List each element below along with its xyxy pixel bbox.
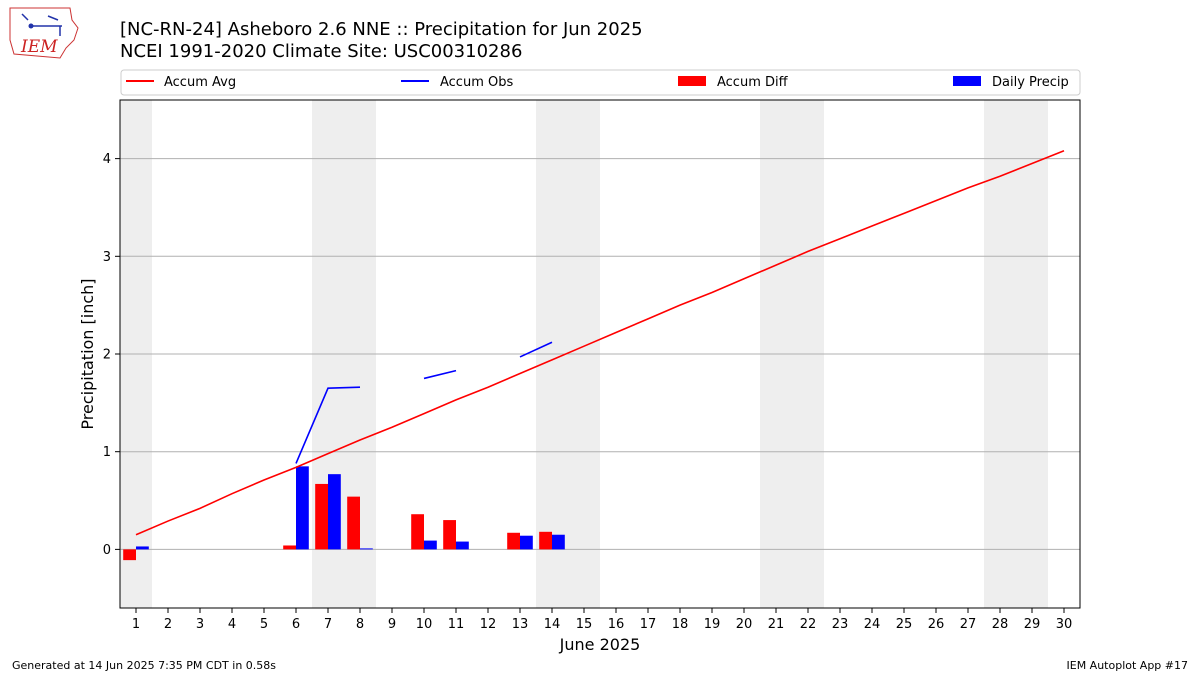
x-tick-label: 5 xyxy=(260,617,268,632)
chart-subtitle: NCEI 1991-2020 Climate Site: USC00310286 xyxy=(120,41,522,62)
x-tick-label: 17 xyxy=(640,617,657,632)
x-tick-label: 2 xyxy=(164,617,172,632)
gridlines xyxy=(120,158,1080,550)
legend-swatch-accum-diff xyxy=(678,76,706,86)
x-tick-label: 4 xyxy=(228,617,236,632)
x-axis-ticks: 1 2 3 4 5 6 7 8 9 10 11 12 13 14 15 16 17 18 19 20 21 22 23 24 2… xyxy=(132,608,1072,632)
x-tick-label: 18 xyxy=(672,617,689,632)
legend-label-daily-precip: Daily Precip xyxy=(992,75,1069,90)
accum-diff-bar xyxy=(539,531,552,550)
daily-precip-bar xyxy=(296,466,309,550)
x-tick-label: 10 xyxy=(416,617,433,632)
x-tick-label: 1 xyxy=(132,617,140,632)
legend-label-accum-avg: Accum Avg xyxy=(164,75,236,90)
accum-obs-line xyxy=(519,341,553,358)
accum-obs-line xyxy=(423,369,457,380)
x-tick-label: 26 xyxy=(928,617,945,632)
x-tick-label: 20 xyxy=(736,617,753,632)
x-tick-label: 7 xyxy=(324,617,332,632)
daily-precip-bar xyxy=(360,548,373,550)
x-tick-label: 19 xyxy=(704,617,721,632)
x-tick-label: 8 xyxy=(356,617,364,632)
x-tick-label: 25 xyxy=(896,617,913,632)
x-tick-label: 24 xyxy=(864,617,881,632)
accum-diff-bar xyxy=(507,532,520,550)
legend-swatch-daily-precip xyxy=(953,76,981,86)
daily-precip-bar xyxy=(424,540,437,550)
footer-app: IEM Autoplot App #17 xyxy=(1067,659,1189,672)
y-axis-label: Precipitation [inch] xyxy=(78,278,97,429)
accum-diff-bar xyxy=(347,496,360,550)
x-tick-label: 28 xyxy=(992,617,1009,632)
y-axis-ticks: 0 1 2 3 4 xyxy=(103,152,120,558)
accum-diff-bar xyxy=(283,545,296,550)
x-tick-label: 14 xyxy=(544,617,561,632)
x-tick-label: 15 xyxy=(576,617,593,632)
legend: Accum Avg Accum Obs Accum Diff Daily Pre… xyxy=(120,69,1081,96)
bars xyxy=(123,466,565,561)
x-tick-label: 3 xyxy=(196,617,204,632)
x-tick-label: 29 xyxy=(1024,617,1041,632)
chart-title: [NC-RN-24] Asheboro 2.6 NNE :: Precipita… xyxy=(120,19,643,40)
daily-precip-bar xyxy=(136,546,149,550)
y-tick-label: 3 xyxy=(103,250,111,265)
y-tick-label: 1 xyxy=(103,445,111,460)
iem-logo: IEM xyxy=(9,7,79,59)
y-tick-label: 0 xyxy=(103,543,111,558)
x-axis-label: June 2025 xyxy=(559,635,641,654)
x-tick-label: 9 xyxy=(388,617,396,632)
iem-logo-text: IEM xyxy=(20,37,58,57)
x-tick-label: 22 xyxy=(800,617,817,632)
daily-precip-bar xyxy=(328,474,341,550)
x-tick-label: 23 xyxy=(832,617,849,632)
legend-box xyxy=(120,69,1081,96)
x-tick-label: 30 xyxy=(1056,617,1073,632)
y-tick-label: 2 xyxy=(103,348,111,363)
daily-precip-bar xyxy=(456,541,469,550)
accum-avg-line xyxy=(135,150,1065,536)
daily-precip-bar xyxy=(520,535,533,550)
legend-label-accum-diff: Accum Diff xyxy=(717,75,789,90)
x-tick-label: 12 xyxy=(480,617,497,632)
x-tick-label: 6 xyxy=(292,617,300,632)
x-tick-label: 27 xyxy=(960,617,977,632)
daily-precip-bar xyxy=(552,534,565,550)
x-tick-label: 11 xyxy=(448,617,465,632)
accum-diff-bar xyxy=(123,549,136,561)
y-tick-label: 4 xyxy=(103,152,111,167)
x-tick-label: 16 xyxy=(608,617,625,632)
accum-diff-bar xyxy=(443,520,456,550)
accum-diff-bar xyxy=(315,483,328,550)
x-tick-label: 13 xyxy=(512,617,529,632)
footer-generated: Generated at 14 Jun 2025 7:35 PM CDT in … xyxy=(12,659,276,672)
legend-label-accum-obs: Accum Obs xyxy=(440,75,513,90)
x-tick-label: 21 xyxy=(768,617,785,632)
lines xyxy=(135,150,1065,536)
accum-obs-line xyxy=(295,386,361,464)
accum-diff-bar xyxy=(411,514,424,550)
